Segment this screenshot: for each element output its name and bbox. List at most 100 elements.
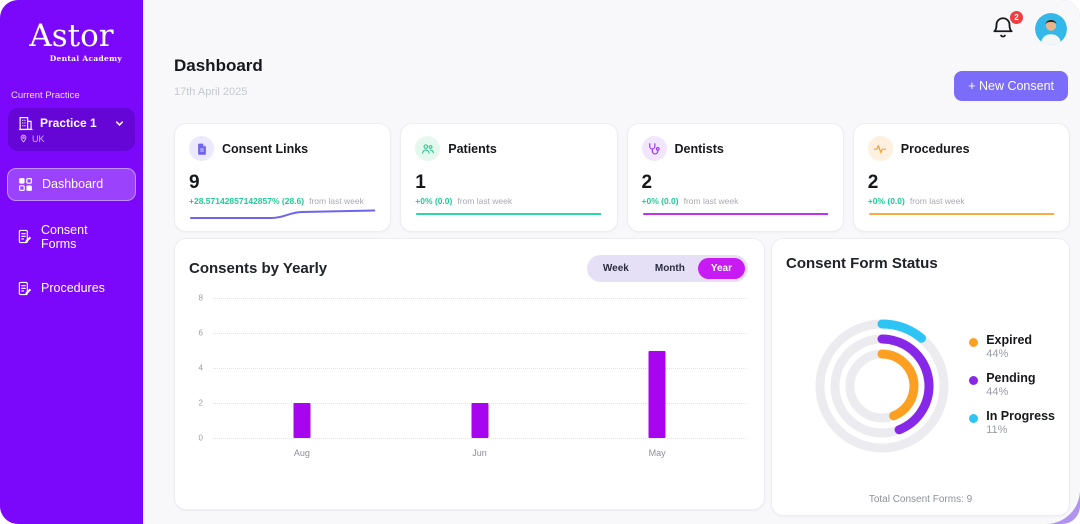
- bar-chart: 0 2 4 6 8 Aug Jun May: [187, 294, 746, 498]
- sidebar-item-label: Procedures: [41, 281, 105, 296]
- x-axis-labels: Aug Jun May: [213, 448, 746, 462]
- consents-chart-card: Consents by Yearly Week Month Year 0 2 4 6 8 A…: [174, 238, 765, 510]
- gridline: [213, 368, 746, 369]
- x-tick-label: Aug: [293, 448, 310, 458]
- stat-title: Dentists: [674, 141, 724, 156]
- stat-card-patients: Patients 1 +0% (0.0) from last week: [400, 123, 618, 232]
- sidebar-item-consent-forms[interactable]: Consent Forms: [7, 215, 136, 259]
- new-consent-button[interactable]: + New Consent: [954, 71, 1068, 101]
- page-title: Dashboard: [174, 56, 263, 75]
- legend-label: Expired: [986, 333, 1033, 347]
- page-date: 17th April 2025: [174, 86, 248, 98]
- stat-value: 2: [867, 172, 879, 193]
- legend-percent: 44%: [986, 386, 1009, 398]
- legend-label: Pending: [986, 371, 1036, 385]
- consent-status-title: Consent Form Status: [786, 255, 938, 272]
- legend-dot: [969, 376, 979, 385]
- building-icon: [18, 116, 33, 131]
- legend-label: In Progress: [986, 409, 1055, 423]
- y-tick-label: 6: [198, 328, 203, 338]
- legend-dot: [969, 338, 979, 347]
- stat-card-dentists: Dentists 2 +0% (0.0) from last week: [626, 123, 844, 232]
- app-logo: Astor: [29, 18, 114, 54]
- stats-row: Consent Links 9 +28.57142857142857% (28.6)…: [174, 123, 1070, 232]
- consents-chart-title: Consents by Yearly: [189, 260, 328, 277]
- sparkline: [642, 204, 829, 222]
- y-axis-labels: 0 2 4 6 8: [187, 294, 205, 443]
- toggle-option-week[interactable]: Week: [602, 263, 629, 274]
- stat-delta: +28.57142857142857% (28.6): [189, 196, 305, 206]
- plot-area: [213, 298, 746, 439]
- bar-jun[interactable]: [471, 403, 488, 438]
- legend-item-in-progress: In Progress 11%: [969, 409, 1055, 436]
- stat-value: 2: [641, 172, 653, 193]
- app-tagline: Dental Academy: [49, 53, 122, 63]
- bell-icon: [990, 17, 1016, 45]
- stat-value: 1: [415, 172, 426, 193]
- legend-item-expired: Expired 44%: [969, 333, 1055, 360]
- chevron-down-icon: [114, 118, 125, 129]
- stat-value: 9: [189, 172, 200, 193]
- stat-card-procedures: Procedures 2 +0% (0.0) from last week: [852, 123, 1070, 232]
- y-tick-label: 8: [198, 293, 203, 303]
- bar-aug[interactable]: [293, 403, 311, 438]
- stat-title: Procedures: [900, 141, 970, 156]
- current-practice-label: Current Practice: [11, 89, 80, 101]
- stat-title: Patients: [448, 141, 497, 156]
- document-icon: [189, 136, 214, 161]
- sidebar-item-label: Consent Forms: [41, 222, 88, 251]
- pulse-icon: [867, 136, 893, 161]
- charts-row: Consents by Yearly Week Month Year 0 2 4 6 8 A…: [174, 238, 1070, 516]
- sidebar: Astor Dental Academy Current Practice Pr…: [0, 0, 143, 524]
- period-toggle: Week Month Year: [586, 255, 748, 282]
- avatar-image: [1035, 13, 1067, 45]
- sparkline: [868, 204, 1055, 222]
- x-tick-label: May: [648, 448, 666, 458]
- stat-note: from last week: [909, 196, 965, 206]
- sidebar-item-label: Dashboard: [42, 177, 104, 192]
- y-tick-label: 0: [198, 433, 203, 443]
- toggle-option-month[interactable]: Month: [654, 263, 685, 274]
- location-pin-icon: [19, 134, 28, 143]
- legend-percent: 44%: [986, 348, 1009, 360]
- sidebar-nav: Dashboard Consent Forms Procedures: [0, 167, 143, 304]
- stat-delta: +0% (0.0): [415, 196, 453, 206]
- user-avatar[interactable]: [1035, 13, 1067, 45]
- legend-percent: 11%: [986, 424, 1008, 436]
- stat-note: from last week: [457, 196, 513, 206]
- dashboard-icon: [18, 177, 33, 192]
- notification-badge: 2: [1010, 11, 1023, 24]
- chart-legend: Expired 44% Pending 44% In Progress 11%: [969, 333, 1055, 447]
- x-tick-label: Jun: [472, 448, 487, 458]
- radial-chart: [770, 274, 994, 498]
- stat-delta: +0% (0.0): [867, 196, 905, 206]
- stat-card-consent-links: Consent Links 9 +28.57142857142857% (28.6)…: [174, 123, 392, 232]
- stat-delta: +0% (0.0): [641, 196, 679, 206]
- procedures-icon: [17, 281, 32, 296]
- sparkline: [415, 204, 602, 222]
- notifications-button[interactable]: 2: [990, 11, 1023, 45]
- total-consent-forms: Total Consent Forms: 9: [868, 494, 973, 505]
- legend-item-pending: Pending 44%: [969, 371, 1055, 398]
- consent-forms-icon: [17, 229, 32, 244]
- practice-location: UK: [32, 133, 45, 144]
- gridline: [213, 333, 746, 334]
- consent-status-card: Consent Form Status Expired 44% Pending 44%…: [771, 238, 1070, 516]
- practice-name: Practice 1: [40, 116, 97, 131]
- main-area: Dashboard 17th April 2025 2 + New Consen…: [143, 0, 1080, 524]
- sidebar-item-procedures[interactable]: Procedures: [7, 273, 136, 304]
- stat-note: from last week: [309, 196, 364, 206]
- y-tick-label: 4: [198, 363, 203, 373]
- legend-dot: [969, 414, 979, 423]
- sidebar-item-dashboard[interactable]: Dashboard: [7, 167, 136, 201]
- stat-note: from last week: [683, 196, 739, 206]
- gridline: [213, 438, 746, 439]
- patients-icon: [415, 136, 441, 161]
- stat-title: Consent Links: [222, 141, 309, 156]
- stethoscope-icon: [641, 136, 667, 161]
- bar-may[interactable]: [648, 350, 666, 438]
- toggle-option-year[interactable]: Year: [697, 258, 745, 279]
- practice-selector[interactable]: Practice 1 UK: [8, 107, 135, 151]
- y-tick-label: 2: [198, 398, 203, 408]
